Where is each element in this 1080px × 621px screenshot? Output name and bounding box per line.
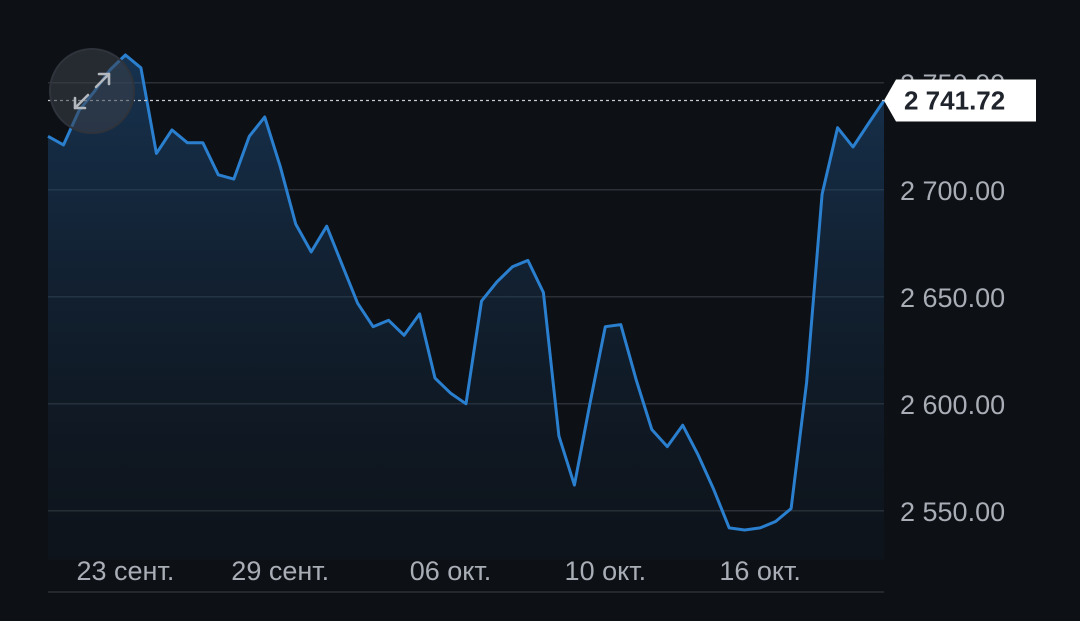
x-tick-label: 29 сент. (231, 556, 329, 586)
x-tick-label: 10 окт. (565, 556, 647, 586)
expand-button[interactable] (49, 48, 135, 134)
price-line-group (47, 53, 886, 532)
y-axis-labels: 2 550.002 600.002 650.002 700.002 750.00 (900, 69, 1005, 527)
x-tick-label: 06 окт. (410, 556, 492, 586)
expand-arrows-icon (73, 72, 111, 110)
area-fill (48, 55, 884, 560)
y-tick-label: 2 650.00 (900, 283, 1005, 313)
y-tick-label: 2 600.00 (900, 390, 1005, 420)
y-tick-label: 2 550.00 (900, 497, 1005, 527)
price-line (47, 53, 886, 532)
area-fill-group (48, 55, 884, 560)
x-tick-label: 23 сент. (76, 556, 174, 586)
y-tick-label: 2 700.00 (900, 176, 1005, 206)
last-value-group: 2 741.72 (48, 79, 1036, 122)
last-value-badge (884, 79, 1036, 122)
last-value-label: 2 741.72 (904, 86, 1005, 116)
x-axis-labels: 23 сент. 29 сент. 06 окт. 10 окт. 16 окт. (76, 556, 800, 586)
x-tick-label: 16 окт. (719, 556, 801, 586)
